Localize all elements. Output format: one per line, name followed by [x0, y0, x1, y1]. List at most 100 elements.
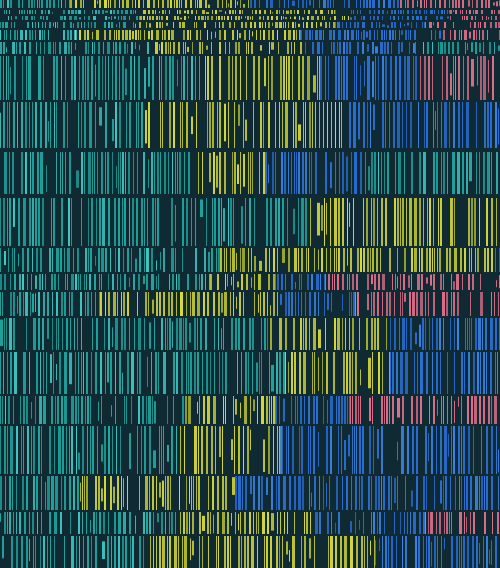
stripe-line	[120, 274, 121, 290]
stripe-line	[462, 274, 463, 290]
stripe-line	[457, 42, 459, 54]
stripe-line	[140, 30, 141, 40]
stripe-line	[228, 198, 229, 246]
stripe-line	[78, 352, 79, 394]
stripe-line	[408, 275, 410, 288]
stripe-line	[6, 47, 7, 53]
stripe-line	[331, 512, 332, 534]
stripe-line	[416, 292, 418, 316]
stripe-line	[116, 166, 117, 189]
stripe-line	[94, 22, 96, 28]
stripe-line	[188, 16, 189, 19]
stripe-line	[432, 56, 433, 100]
stripe-line	[402, 102, 403, 148]
stripe-line	[455, 476, 456, 510]
stripe-line	[114, 16, 116, 19]
stripe-line	[205, 16, 206, 20]
stripe-line	[149, 426, 151, 474]
stripe-line	[416, 396, 418, 424]
stripe-line	[64, 536, 65, 568]
stripe-line	[151, 152, 153, 194]
stripe-line	[0, 396, 1, 424]
stripe-line	[407, 56, 410, 100]
stripe-line	[148, 30, 150, 40]
stripe-line	[94, 274, 96, 290]
stripe-line	[22, 0, 23, 8]
stripe-line	[291, 292, 293, 316]
stripe-line	[315, 10, 317, 14]
stripe-line	[183, 318, 184, 350]
stripe-line	[59, 42, 61, 54]
stripe-line	[495, 318, 497, 350]
stripe-line	[486, 536, 488, 568]
stripe-line	[196, 10, 197, 14]
stripe-line	[67, 274, 68, 290]
stripe-line	[458, 0, 460, 8]
stripe-line	[341, 396, 343, 424]
stripe-line	[280, 512, 281, 534]
stripe-line	[104, 318, 105, 350]
stripe-line	[171, 426, 173, 474]
stripe-line	[151, 274, 154, 290]
stripe-line	[488, 0, 490, 8]
stripe-line	[495, 16, 497, 20]
stripe-line	[128, 152, 130, 194]
stripe-line	[162, 536, 165, 568]
stripe-line	[326, 248, 327, 272]
stripe-line	[214, 318, 215, 350]
stripe-line	[263, 152, 265, 194]
stripe-line	[73, 476, 75, 510]
stripe-line	[400, 198, 401, 246]
stripe-line	[270, 536, 272, 568]
stripe-line	[35, 536, 36, 568]
stripe-line	[319, 102, 320, 148]
stripe-line	[224, 103, 226, 142]
stripe-line	[393, 16, 395, 20]
stripe-line	[366, 0, 368, 8]
stripe-line	[167, 0, 169, 8]
stripe-line	[419, 324, 421, 347]
stripe-line	[75, 396, 77, 424]
stripe-line	[148, 396, 151, 424]
stripe-line	[415, 10, 417, 14]
stripe-line	[178, 274, 180, 290]
stripe-line	[232, 152, 233, 194]
stripe-line	[479, 42, 481, 53]
stripe-line	[365, 152, 366, 194]
stripe-line	[309, 292, 311, 316]
stripe-line	[69, 0, 70, 8]
stripe-line	[112, 119, 114, 142]
stripe-line	[179, 152, 181, 194]
stripe-line	[326, 483, 327, 507]
stripe-line	[46, 0, 48, 8]
stripe-line	[65, 152, 66, 194]
stripe-line	[209, 152, 211, 183]
stripe-line	[417, 274, 420, 290]
stripe-line	[15, 16, 17, 20]
stripe-line	[28, 0, 30, 8]
stripe-line	[49, 248, 51, 272]
stripe-line	[148, 102, 150, 148]
stripe-line	[372, 42, 374, 54]
stripe-line	[175, 205, 176, 242]
stripe-line	[370, 540, 371, 556]
stripe-line	[36, 352, 38, 394]
stripe-line	[270, 198, 272, 246]
stripe-line	[221, 293, 223, 313]
stripe-line	[233, 198, 234, 246]
stripe-line	[50, 354, 52, 383]
stripe-line	[464, 30, 467, 40]
stripe-line	[10, 30, 11, 40]
stripe-line	[69, 292, 70, 316]
stripe-line	[254, 198, 255, 246]
stripe-line	[138, 274, 140, 290]
stripe-line	[138, 0, 140, 8]
stripe-line	[110, 10, 112, 14]
stripe-line	[10, 67, 11, 95]
stripe-line	[17, 296, 18, 314]
stripe-line	[363, 248, 365, 272]
stripe-line	[488, 59, 489, 93]
stripe-line	[182, 248, 183, 272]
stripe-line	[262, 22, 263, 28]
stripe-line	[440, 274, 442, 290]
